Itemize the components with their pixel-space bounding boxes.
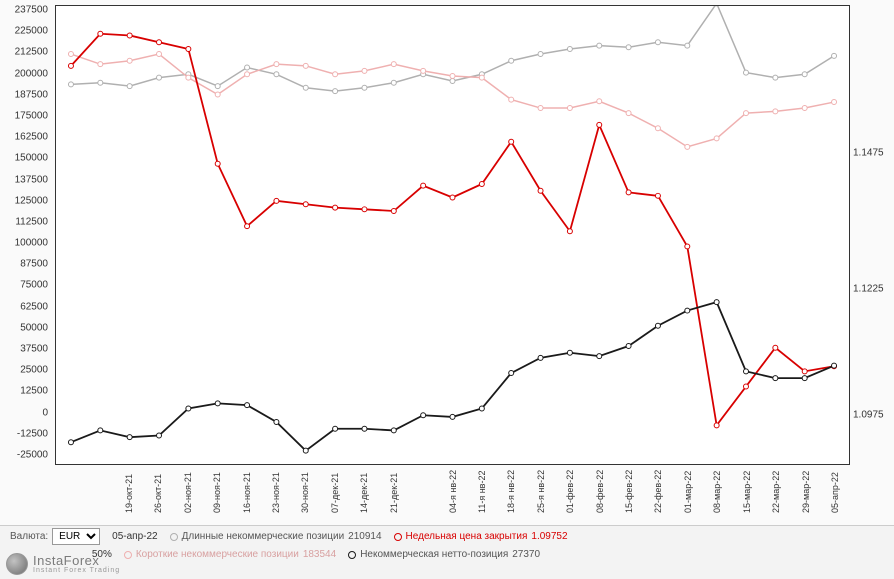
legend-item-close: Недельная цена закрытия 1.09752	[394, 531, 568, 542]
legend-value-net: 27370	[512, 549, 540, 560]
legend-value-short: 183544	[303, 549, 336, 560]
chart-lines	[56, 6, 849, 464]
currency-label: Валюта:	[10, 531, 48, 542]
legend-date: 05-апр-22	[112, 531, 157, 542]
legend-value-long: 210914	[348, 531, 381, 542]
legend-marker-close	[394, 533, 402, 541]
currency-selector-group: Валюта: EUR	[10, 528, 100, 545]
y-axis-right: 1.14751.12251.0975	[849, 5, 894, 450]
watermark-sub: Instant Forex Trading	[33, 567, 120, 574]
watermark-icon	[6, 553, 28, 575]
legend-marker-long	[170, 533, 178, 541]
legend-item-short: Короткие некоммерческие позиции 183544	[124, 549, 336, 560]
legend-item-long: Длинные некоммерческие позиции 210914	[170, 531, 382, 542]
watermark: InstaForex Instant Forex Trading	[6, 553, 120, 575]
legend-label-short: Короткие некоммерческие позиции	[136, 549, 299, 560]
legend-label-close: Недельная цена закрытия	[406, 531, 528, 542]
y-axis-left: 2375002250002125002000001875001750001625…	[0, 5, 52, 450]
watermark-text: InstaForex Instant Forex Trading	[33, 554, 120, 574]
legend-area: Валюта: EUR 05-апр-22 Длинные некоммерче…	[0, 525, 894, 579]
chart-plot-area	[55, 5, 850, 465]
legend-item-net: Некоммерческая нетто-позиция 27370	[348, 549, 540, 560]
currency-select[interactable]: EUR	[52, 528, 100, 545]
legend-marker-short	[124, 551, 132, 559]
legend-marker-net	[348, 551, 356, 559]
legend-value-close: 1.09752	[531, 531, 567, 542]
x-axis: 19-окт-2126-окт-2102-ноя-2109-ноя-2116-н…	[55, 470, 850, 520]
watermark-brand: InstaForex	[33, 554, 120, 567]
legend-label-net: Некоммерческая нетто-позиция	[360, 549, 508, 560]
legend-label-long: Длинные некоммерческие позиции	[182, 531, 345, 542]
